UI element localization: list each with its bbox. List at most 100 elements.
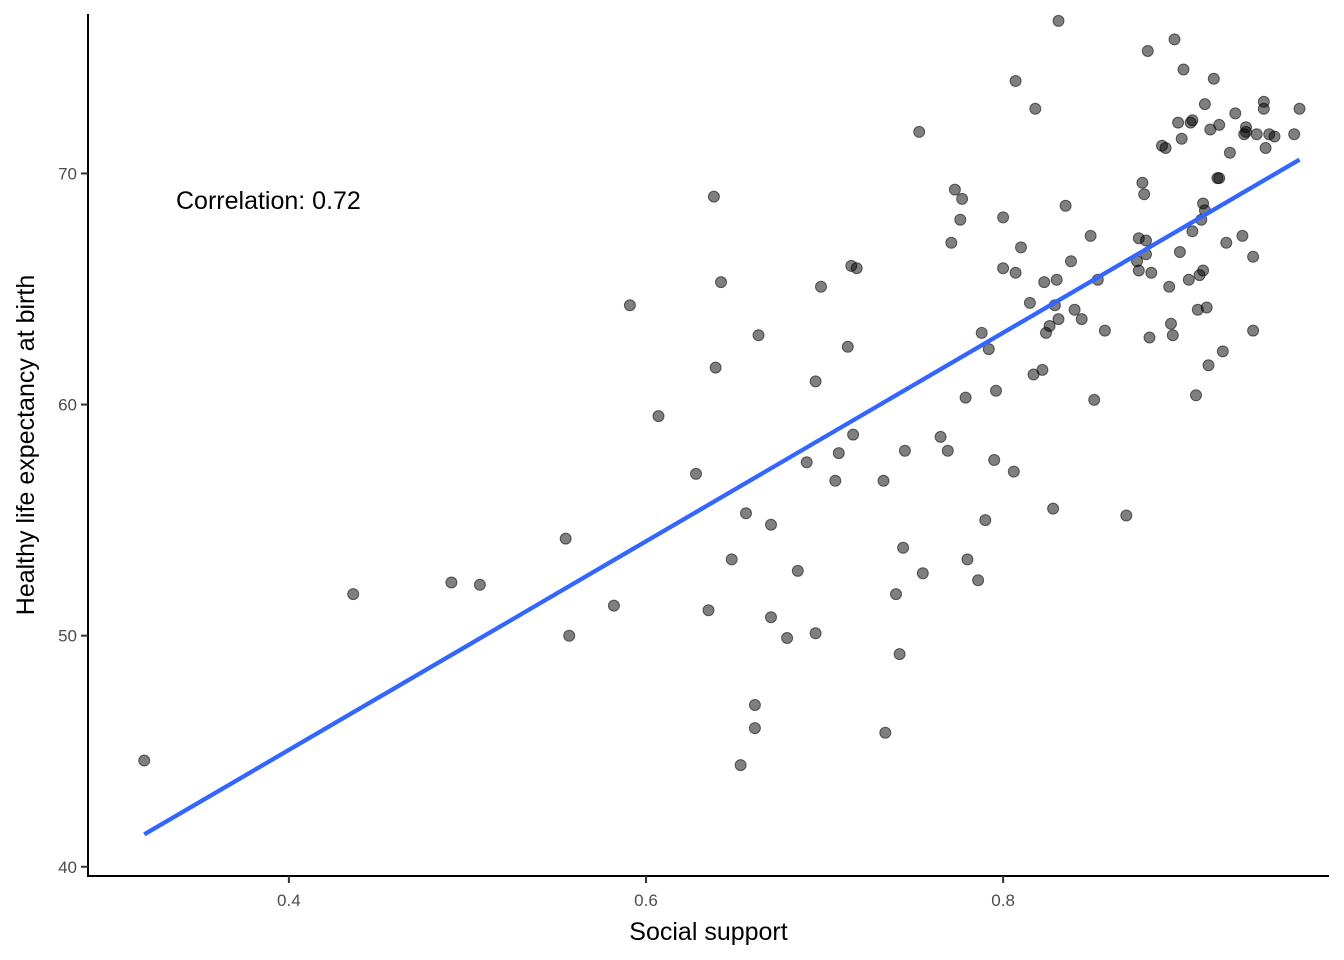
data-point (1163, 280, 1176, 293)
data-point (473, 578, 486, 591)
data-point (941, 444, 954, 457)
data-point (1173, 246, 1186, 258)
data-point (725, 553, 738, 566)
data-point (1166, 329, 1179, 342)
y-axis-title: Healthy life expectancy at birth (12, 275, 40, 615)
data-point (1247, 250, 1260, 263)
data-point (740, 507, 752, 520)
data-point (841, 340, 854, 353)
data-point (690, 467, 702, 480)
y-tick-label: 70 (58, 164, 77, 183)
data-point (988, 454, 1001, 466)
data-point (972, 574, 985, 587)
data-point (1132, 264, 1145, 277)
data-point (1268, 130, 1281, 143)
data-point (1198, 98, 1211, 111)
data-point (997, 262, 1010, 275)
data-point (1213, 172, 1226, 185)
data-point (1098, 324, 1111, 337)
data-point (1009, 75, 1022, 87)
data-point (890, 588, 902, 601)
data-point (765, 518, 777, 531)
data-point (702, 604, 715, 617)
data-point (1136, 176, 1149, 189)
data-point (1182, 273, 1195, 286)
data-point (791, 564, 804, 577)
data-point (1015, 241, 1027, 254)
data-point (752, 329, 765, 342)
data-point (913, 125, 926, 138)
y-tick-label: 40 (58, 858, 77, 877)
data-point (829, 474, 842, 487)
data-point (979, 514, 992, 527)
data-point (893, 648, 906, 661)
data-point (997, 211, 1010, 224)
data-point (959, 391, 972, 404)
data-point (1009, 266, 1022, 279)
y-tick-label: 50 (58, 627, 77, 646)
data-point (800, 456, 813, 469)
data-point (623, 299, 636, 312)
data-point (990, 384, 1002, 397)
data-point (1159, 142, 1172, 154)
data-point (934, 430, 947, 443)
data-point (1036, 363, 1049, 376)
data-point (1190, 389, 1202, 402)
data-point (1223, 146, 1236, 159)
data-point (1197, 264, 1210, 277)
data-point (847, 428, 860, 441)
data-point (1168, 33, 1181, 46)
x-tick-label: 0.6 (634, 891, 658, 910)
data-point (607, 599, 620, 612)
data-point (1145, 266, 1158, 279)
data-point (1200, 301, 1213, 314)
data-point (879, 726, 892, 739)
data-point (1068, 303, 1081, 316)
data-point (1186, 225, 1199, 238)
data-point (1052, 313, 1065, 326)
trend-line (143, 157, 1301, 837)
correlation-annotation: Correlation: 0.72 (176, 187, 361, 215)
x-axis-title: Social support (629, 918, 787, 946)
data-point (1202, 359, 1215, 372)
data-point (1172, 116, 1185, 129)
x-tick-label: 0.8 (991, 891, 1015, 910)
data-point (1207, 72, 1220, 85)
data-point (1257, 102, 1270, 115)
data-point (898, 444, 911, 457)
data-point (1038, 276, 1051, 289)
data-point (559, 532, 572, 545)
data-point (1043, 320, 1056, 332)
data-point (748, 699, 761, 711)
y-axis-ticks: 40 50 60 70 (58, 164, 88, 877)
data-point (1143, 331, 1156, 344)
data-point (652, 410, 665, 423)
data-point (1288, 128, 1301, 141)
data-point (1050, 273, 1063, 286)
data-point (850, 262, 863, 275)
data-point (1088, 393, 1101, 406)
y-tick-label: 60 (58, 396, 77, 415)
data-point (563, 629, 576, 642)
data-point (1023, 296, 1036, 309)
data-point (1186, 114, 1199, 127)
data-point (1007, 465, 1020, 478)
data-point (765, 611, 777, 624)
data-point (948, 183, 961, 196)
data-point (1065, 255, 1077, 268)
data-point (1141, 45, 1154, 57)
data-point (1213, 118, 1226, 131)
data-point (1259, 142, 1272, 154)
data-point (1140, 234, 1152, 247)
data-points (138, 14, 1306, 772)
x-tick-label: 0.4 (277, 891, 301, 910)
data-point (1138, 188, 1151, 201)
data-point (961, 553, 974, 566)
data-point (982, 343, 995, 356)
data-point (1052, 14, 1065, 27)
data-point (1216, 345, 1229, 358)
data-point (815, 280, 827, 293)
data-point (809, 375, 822, 388)
data-point (715, 276, 727, 289)
